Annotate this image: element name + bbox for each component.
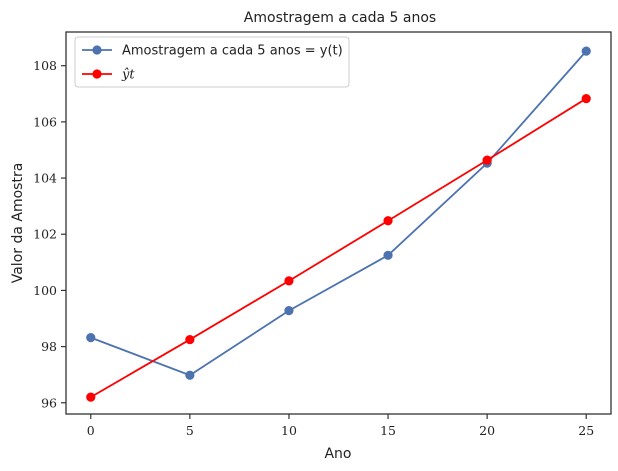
x-tick-label: 20 bbox=[479, 423, 495, 438]
series-layer bbox=[86, 46, 591, 402]
x-tick-label: 25 bbox=[578, 423, 594, 438]
series-1-point bbox=[482, 155, 492, 165]
legend-label-0: Amostragem a cada 5 anos = y(t) bbox=[122, 44, 343, 59]
legend-marker-1 bbox=[92, 69, 102, 79]
x-tick-label: 5 bbox=[186, 423, 194, 438]
y-tick-label: 98 bbox=[41, 339, 57, 354]
chart-title: Amostragem a cada 5 anos bbox=[244, 10, 436, 26]
series-0-point bbox=[581, 46, 591, 56]
series-0-point bbox=[383, 250, 393, 260]
series-1-point bbox=[284, 276, 294, 286]
series-0-line bbox=[90, 50, 587, 377]
y-tick-label: 104 bbox=[33, 171, 57, 186]
series-0-point bbox=[185, 370, 195, 380]
legend-label-1: ŷt bbox=[121, 68, 135, 83]
legend-marker-0 bbox=[92, 45, 102, 55]
series-0-point bbox=[86, 333, 96, 343]
legend: Amostragem a cada 5 anos = y(t) ŷt bbox=[74, 36, 350, 88]
x-axis-ticks: 0 5 10 15 20 25 bbox=[87, 414, 594, 438]
x-axis-label: Ano bbox=[324, 446, 351, 462]
series-1-line bbox=[90, 97, 587, 398]
y-tick-label: 106 bbox=[33, 114, 57, 129]
series-1-point bbox=[383, 216, 393, 226]
y-axis-ticks: 96 98 100 102 104 106 108 bbox=[33, 58, 66, 410]
series-1-point bbox=[185, 334, 195, 345]
y-tick-label: 108 bbox=[33, 58, 57, 73]
x-tick-label: 0 bbox=[87, 423, 95, 438]
y-axis-label: Valor da Amostra bbox=[10, 163, 26, 284]
series-1-point bbox=[86, 392, 96, 402]
y-tick-label: 96 bbox=[41, 395, 57, 410]
series-1-point bbox=[581, 93, 591, 104]
y-tick-label: 102 bbox=[33, 227, 57, 242]
x-tick-label: 10 bbox=[281, 423, 297, 438]
legend-box bbox=[74, 36, 350, 88]
x-tick-label: 15 bbox=[380, 423, 396, 438]
plot-area-frame bbox=[65, 31, 612, 415]
series-0-point bbox=[284, 306, 294, 316]
y-tick-label: 100 bbox=[33, 283, 57, 298]
